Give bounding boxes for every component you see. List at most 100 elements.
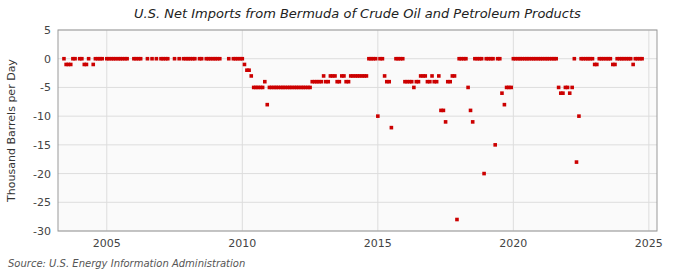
tick-label: -15 (33, 139, 51, 152)
point (322, 74, 326, 78)
point (577, 114, 581, 118)
point (249, 74, 253, 78)
point (455, 218, 459, 222)
point (430, 74, 434, 78)
grid-line (58, 202, 657, 203)
point (342, 74, 346, 78)
point (491, 57, 495, 61)
point (390, 126, 394, 130)
point (437, 74, 441, 78)
point (333, 74, 337, 78)
point (509, 86, 513, 90)
point (173, 57, 177, 61)
tick-label: -5 (40, 81, 51, 94)
point (575, 160, 579, 164)
point (265, 103, 269, 107)
point (381, 57, 385, 61)
point (482, 172, 486, 176)
point (365, 74, 369, 78)
point (498, 57, 502, 61)
point (166, 57, 170, 61)
point (471, 120, 475, 124)
point (595, 63, 599, 67)
point (139, 57, 143, 61)
point (326, 80, 330, 84)
grid-line (377, 30, 378, 231)
point (609, 57, 613, 61)
point (125, 57, 129, 61)
point (374, 57, 378, 61)
point (631, 63, 635, 67)
point (629, 57, 633, 61)
point (448, 80, 452, 84)
plot-area (58, 30, 657, 231)
point (150, 57, 154, 61)
tick-label: 0 (44, 53, 51, 66)
point (500, 91, 504, 95)
point (493, 143, 497, 147)
point (570, 86, 574, 90)
point (561, 91, 565, 95)
point (566, 86, 570, 90)
grid-line (58, 116, 657, 117)
axes: 50-5-10-15-20-25-3020052010201520202025 (33, 24, 663, 250)
point (417, 80, 421, 84)
point (376, 114, 380, 118)
point (453, 74, 457, 78)
point (155, 57, 159, 61)
point (480, 57, 484, 61)
points (62, 57, 644, 221)
grid-line (58, 144, 657, 145)
point (177, 57, 181, 61)
point (466, 86, 470, 90)
point (613, 63, 617, 67)
point (423, 74, 427, 78)
tick-label: -25 (33, 196, 51, 209)
point (338, 80, 342, 84)
tick-label: -20 (33, 168, 51, 181)
tick-label: 5 (44, 24, 51, 37)
tick-label: -10 (33, 110, 51, 123)
point (218, 57, 222, 61)
point (573, 57, 577, 61)
point (146, 57, 150, 61)
point (80, 57, 84, 61)
title: U.S. Net Imports from Bermuda of Crude O… (134, 6, 581, 21)
point (320, 80, 324, 84)
point (387, 80, 391, 84)
source-note: Source: U.S. Energy Information Administ… (8, 258, 245, 269)
point (557, 86, 561, 90)
point (554, 57, 558, 61)
point (410, 80, 414, 84)
point (444, 120, 448, 124)
point (591, 57, 595, 61)
point (347, 80, 351, 84)
point (308, 86, 312, 90)
chart: 50-5-10-15-20-25-3020052010201520202025U… (0, 0, 675, 275)
point (383, 74, 387, 78)
point (640, 57, 644, 61)
point (412, 86, 416, 90)
point (69, 63, 73, 67)
grid (58, 30, 657, 231)
point (442, 109, 446, 113)
point (435, 80, 439, 84)
point (85, 63, 89, 67)
point (401, 57, 405, 61)
point (100, 57, 104, 61)
point (227, 57, 231, 61)
tick-label: 2010 (228, 237, 256, 250)
point (503, 103, 507, 107)
tick-label: -30 (33, 225, 51, 238)
grid-line (648, 30, 649, 231)
point (464, 57, 468, 61)
point (73, 57, 77, 61)
point (428, 80, 432, 84)
tick-label: 2015 (364, 237, 392, 250)
point (241, 57, 245, 61)
point (87, 57, 91, 61)
tick-label: 2020 (499, 237, 527, 250)
point (247, 68, 251, 72)
point (568, 91, 572, 95)
point (243, 63, 247, 67)
